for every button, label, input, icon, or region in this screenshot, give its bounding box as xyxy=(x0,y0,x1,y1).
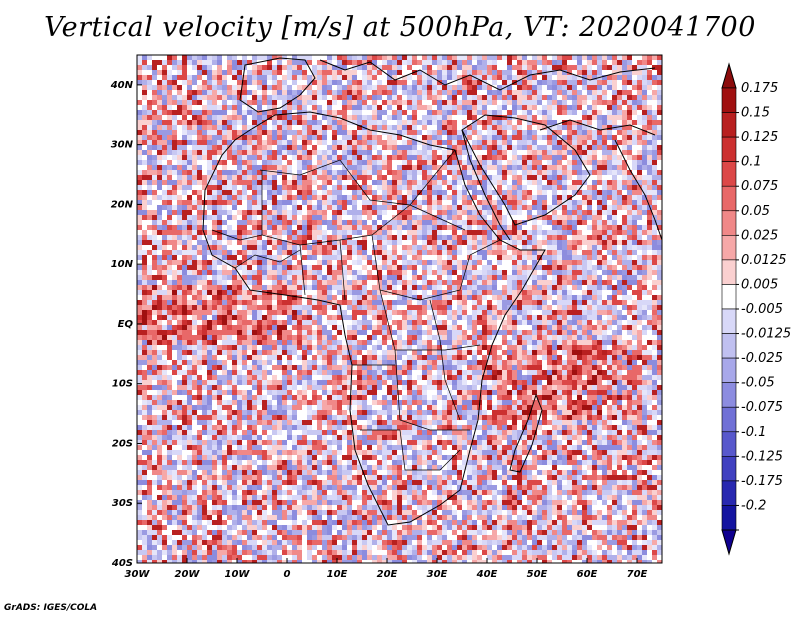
lon-tick-label: 10W xyxy=(225,569,251,580)
colorbar-swatch xyxy=(721,210,737,236)
colorbar-label: -0.075 xyxy=(741,400,783,415)
lon-tick-label: 20E xyxy=(377,569,398,580)
map-title: Vertical velocity [m/s] at 500hPa, VT: 2… xyxy=(44,12,756,43)
colorbar-label: -0.025 xyxy=(741,351,783,366)
colorbar-label: -0.1 xyxy=(741,425,766,440)
colorbar-swatch xyxy=(721,284,737,310)
lon-tick-label: 10E xyxy=(327,569,348,580)
colorbar-label: 0.0125 xyxy=(741,253,787,268)
colorbar-swatch xyxy=(721,431,737,457)
colorbar-label: 0.05 xyxy=(741,204,770,219)
colorbar-swatch xyxy=(721,308,737,334)
map-plot-area xyxy=(137,55,662,563)
india-coastline xyxy=(614,139,662,241)
lon-tick-label: 70E xyxy=(627,569,648,580)
grads-credit: GrADS: IGES/COLA xyxy=(4,603,98,613)
colorbar: 0.175 0.15 0.125 0.1 0.075 0.05 0.025 0.0125 0.0… xyxy=(721,62,791,556)
colorbar-label: 0.025 xyxy=(741,228,778,243)
colorbar-swatch xyxy=(721,382,737,408)
colorbar-swatch xyxy=(721,333,737,359)
lon-tick-label: 0 xyxy=(284,569,291,580)
lon-tick-label: 60E xyxy=(577,569,598,580)
lat-tick-label: 30S xyxy=(112,498,133,509)
colorbar-swatch xyxy=(721,480,737,506)
country-borders xyxy=(211,149,501,471)
colorbar-label: -0.0125 xyxy=(741,327,791,342)
velocity-field xyxy=(137,55,662,563)
lat-tick-label: 10N xyxy=(111,259,134,270)
red-sea xyxy=(461,129,511,241)
colorbar-swatch xyxy=(721,136,737,162)
colorbar-swatch xyxy=(721,357,737,383)
madagascar-coastline xyxy=(509,393,543,473)
lon-tick-label: 30E xyxy=(427,569,448,580)
colorbar-swatch xyxy=(721,87,737,113)
colorbar-bottom-arrow xyxy=(721,529,737,556)
lon-tick-label: 50E xyxy=(527,569,548,580)
lon-tick-label: 30W xyxy=(125,569,151,580)
lat-tick-label: 10S xyxy=(112,379,133,390)
colorbar-label: 0.125 xyxy=(741,130,778,145)
lat-tick-label: 20S xyxy=(112,438,133,449)
colorbar-swatch xyxy=(721,259,737,285)
colorbar-label: 0.075 xyxy=(741,179,778,194)
colorbar-label: -0.175 xyxy=(741,474,783,489)
lon-tick-label: 20W xyxy=(175,569,201,580)
lat-tick-label: 30N xyxy=(111,140,134,151)
colorbar-swatch xyxy=(721,185,737,212)
colorbar-label: -0.2 xyxy=(741,498,766,513)
iran-coastline xyxy=(539,119,656,136)
colorbar-swatch xyxy=(721,112,737,138)
lat-tick-label: 40S xyxy=(111,558,133,569)
lat-tick-label: 40N xyxy=(110,80,134,91)
colorbar-label: 0.005 xyxy=(741,277,778,292)
colorbar-swatch xyxy=(721,161,737,187)
lat-tick-label: EQ xyxy=(118,319,134,330)
europe-coastline xyxy=(319,59,656,91)
colorbar-swatch xyxy=(721,235,737,261)
colorbar-top-arrow xyxy=(721,62,737,89)
colorbar-swatch xyxy=(721,406,737,433)
plot-frame xyxy=(136,54,663,564)
colorbar-swatch xyxy=(721,456,737,482)
colorbar-label: 0.175 xyxy=(741,81,778,96)
iberia-coastline xyxy=(239,57,316,113)
arabia-coastline xyxy=(461,114,591,226)
colorbar-label: 0.15 xyxy=(741,106,770,121)
colorbar-label: -0.005 xyxy=(741,302,783,317)
lon-tick-label: 40E xyxy=(476,569,498,580)
colorbar-swatch xyxy=(721,505,737,531)
colorbar-label: 0.1 xyxy=(741,155,762,170)
africa-coastline xyxy=(202,111,546,526)
coastlines xyxy=(202,57,662,526)
colorbar-label: -0.05 xyxy=(741,376,775,391)
colorbar-label: -0.125 xyxy=(741,449,783,464)
lat-tick-label: 20N xyxy=(111,199,134,210)
